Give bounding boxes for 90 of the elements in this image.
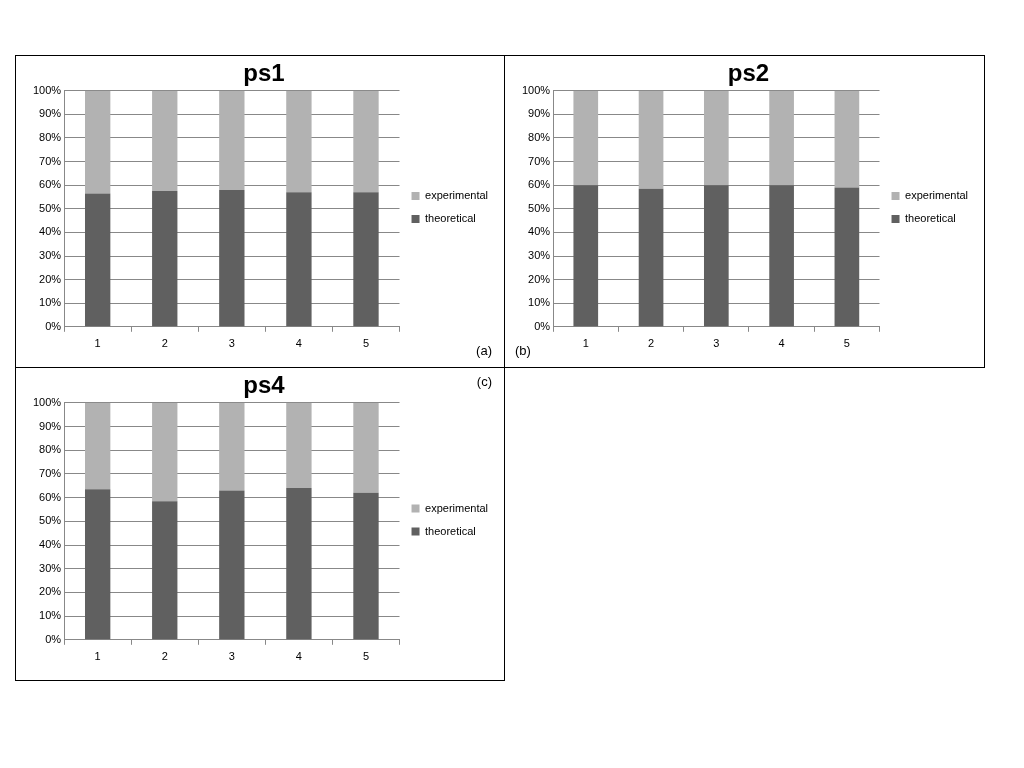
y-tick-label: 50% <box>39 514 62 527</box>
bar <box>219 90 245 190</box>
x-tick-label: 2 <box>161 337 168 350</box>
y-tick-label: 20% <box>39 272 62 285</box>
bar <box>152 191 178 327</box>
y-tick-label: 30% <box>39 561 62 574</box>
legend-label: theoretical <box>425 212 476 225</box>
y-tick-label: 40% <box>39 538 62 551</box>
bar <box>219 189 245 327</box>
chart-title: ps1 <box>243 59 285 87</box>
y-tick-label: 100% <box>521 83 551 96</box>
y-tick-label: 80% <box>528 131 551 144</box>
bar <box>219 490 245 640</box>
bar <box>353 90 379 193</box>
bar <box>769 185 794 327</box>
bar <box>573 185 599 327</box>
x-tick-label: 3 <box>713 337 720 350</box>
bar <box>353 192 379 327</box>
chart-title: ps2 <box>727 59 770 87</box>
y-tick-label: 30% <box>528 249 551 262</box>
x-tick-label: 2 <box>647 337 655 350</box>
y-tick-label: 100% <box>32 83 62 96</box>
y-tick-label: 0% <box>45 319 62 332</box>
x-tick-label: 4 <box>295 650 302 663</box>
legend-label: experimental <box>425 501 489 514</box>
x-tick-label: 1 <box>94 650 101 663</box>
legend-label: theoretical <box>425 524 476 537</box>
y-tick-label: 50% <box>528 201 551 214</box>
y-tick-label: 90% <box>39 107 62 120</box>
text: (a) <box>476 343 492 359</box>
y-tick-label: 0% <box>45 632 62 645</box>
bar <box>638 90 664 189</box>
bar <box>638 188 664 327</box>
bar <box>769 90 794 186</box>
bar <box>703 90 729 186</box>
bar <box>353 492 379 640</box>
bar <box>85 489 111 640</box>
x-tick-label: 1 <box>582 337 589 350</box>
bar <box>85 193 111 327</box>
bar <box>353 402 379 493</box>
bar <box>573 90 599 186</box>
x-tick-label: 3 <box>228 337 235 350</box>
bar <box>152 402 178 502</box>
y-tick-label: 30% <box>39 249 62 262</box>
x-tick-label: 3 <box>228 650 235 663</box>
y-tick-label: 60% <box>528 178 551 191</box>
bar <box>834 90 860 188</box>
y-tick-label: 80% <box>39 131 62 144</box>
x-tick-label: 5 <box>362 650 370 663</box>
y-tick-label: 60% <box>39 490 62 503</box>
y-tick-label: 80% <box>39 443 62 456</box>
chart-title: ps4 <box>243 371 286 399</box>
x-tick-label: 1 <box>94 337 101 350</box>
bar <box>219 402 245 491</box>
y-tick-label: 10% <box>528 296 551 309</box>
text: (c) <box>476 374 492 390</box>
legend-label: experimental <box>425 189 489 202</box>
x-tick-label: 5 <box>362 337 370 350</box>
y-tick-label: 20% <box>39 585 62 598</box>
y-tick-label: 70% <box>528 154 551 167</box>
y-tick-label: 70% <box>39 466 62 479</box>
bar <box>152 90 178 192</box>
x-tick-label: 2 <box>161 650 168 663</box>
y-tick-label: 60% <box>39 178 62 191</box>
y-tick-label: 10% <box>39 609 62 622</box>
legend-label: experimental <box>905 189 969 202</box>
bar <box>703 185 729 327</box>
y-tick-label: 100% <box>32 395 62 408</box>
bar <box>286 192 312 327</box>
y-tick-label: 90% <box>39 419 62 432</box>
bar <box>286 402 312 489</box>
y-tick-label: 10% <box>39 296 62 309</box>
x-tick-label: 5 <box>843 337 850 350</box>
legend-label: theoretical <box>905 212 956 225</box>
bar <box>85 402 111 490</box>
y-tick-label: 20% <box>528 272 551 285</box>
x-tick-label: 4 <box>778 337 785 350</box>
y-tick-label: 90% <box>528 107 551 120</box>
text: (b) <box>515 343 531 359</box>
bar <box>834 187 860 327</box>
bar <box>152 501 178 640</box>
y-tick-label: 50% <box>39 201 62 214</box>
bar <box>286 90 312 193</box>
y-tick-label: 70% <box>39 154 62 167</box>
y-tick-label: 0% <box>534 319 551 332</box>
x-tick-label: 4 <box>295 337 302 350</box>
y-tick-label: 40% <box>39 225 62 238</box>
bar <box>85 90 111 194</box>
y-tick-label: 40% <box>528 225 551 238</box>
bar <box>286 488 312 640</box>
